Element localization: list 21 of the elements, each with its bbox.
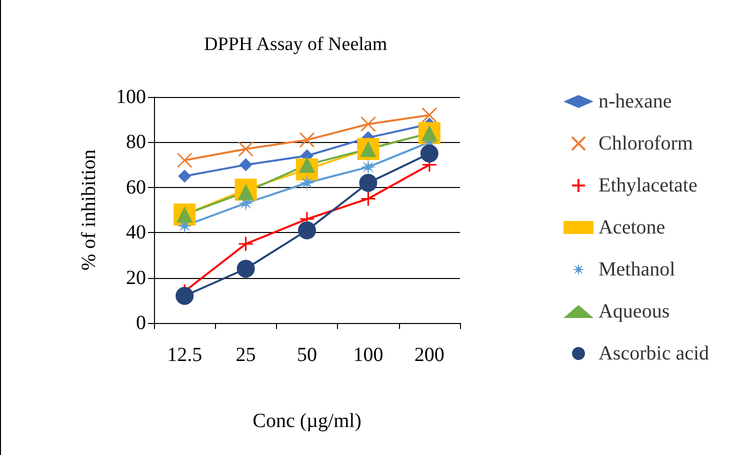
legend-label: Ethylacetate [598, 174, 698, 196]
legend-label: Chloroform [598, 132, 694, 154]
y-tick-label: 100 [116, 86, 146, 108]
y-tick-label: 60 [126, 176, 146, 198]
y-axis-title: % of inhibition [78, 149, 100, 271]
x-tick-label: 100 [353, 344, 384, 366]
y-tick-label: 20 [126, 266, 146, 289]
legend-label: Methanol [598, 258, 676, 280]
y-tick-label: 0 [136, 312, 146, 334]
chart-title: DPPH Assay of Neelam [204, 34, 388, 55]
x-tick-label: 12.5 [167, 344, 202, 366]
legend-label: Aqueous [598, 300, 670, 322]
legend-label: Acetone [598, 216, 666, 238]
legend-label: n-hexane [598, 90, 672, 112]
y-tick-label: 40 [126, 222, 146, 244]
x-tick-label: 200 [414, 344, 444, 366]
x-tick-label: 50 [297, 344, 317, 366]
x-tick-label: 25 [236, 344, 256, 366]
y-tick-label: 80 [126, 131, 146, 154]
legend-label: Ascorbic acid [598, 342, 710, 364]
x-axis-title: Conc (µg/ml) [252, 410, 362, 432]
